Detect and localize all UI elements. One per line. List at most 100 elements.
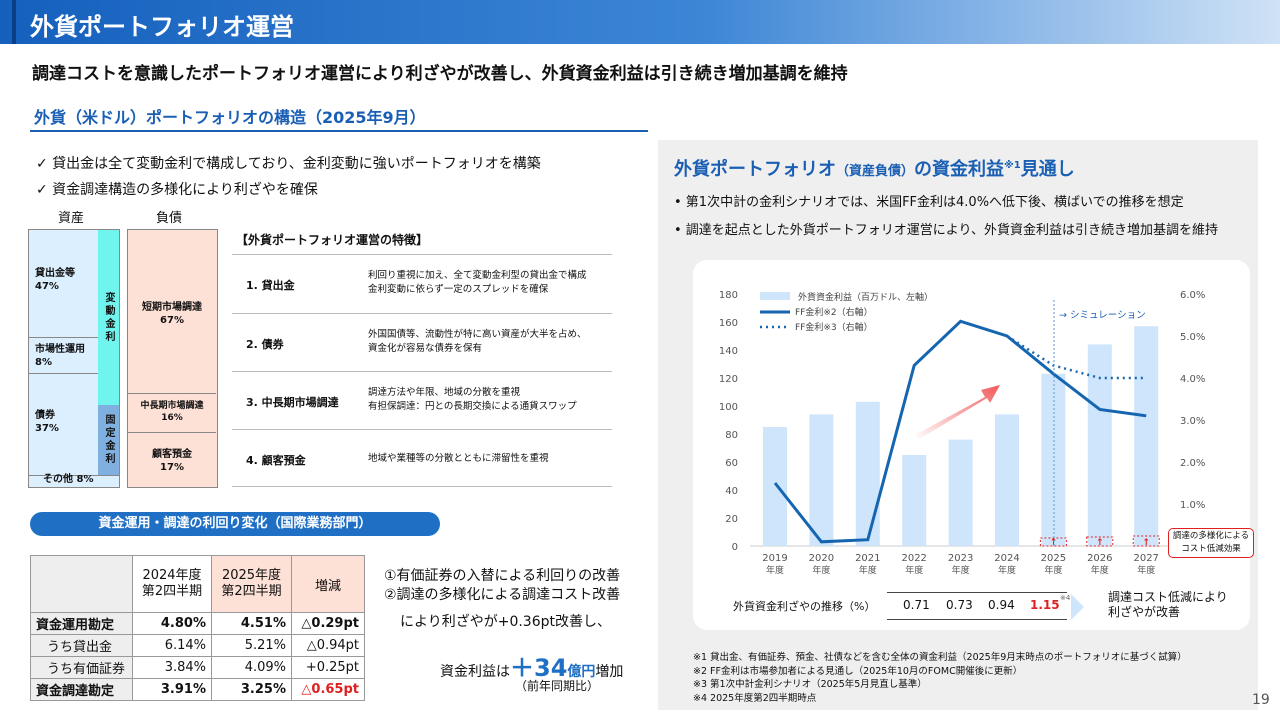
x-tick-label: 2021 — [855, 553, 880, 564]
assets-label: 資産 — [58, 211, 85, 226]
up-arrow-icon: ↑ — [1142, 538, 1150, 548]
bar — [855, 401, 880, 546]
feature-row: 1. 貸出金 利回り重視に加え、全て変動金利型の貸出金で構成 金利変動に依らず一定… — [232, 254, 612, 313]
margin-value: 0.71 — [903, 598, 930, 612]
x-tick-label: 年度 — [952, 564, 970, 576]
liabilities-label: 負債 — [156, 211, 183, 226]
asset-other: その他 8% — [43, 474, 94, 485]
x-tick-label: 年度 — [766, 564, 784, 576]
x-tick-label: 2027 — [1133, 553, 1158, 564]
margin-label: 外貨資金利ざやの推移（%） — [733, 600, 876, 613]
yield-table: 2024年度 第2四半期 2025年度 第2四半期 増減 資金運用勘定 4.80%… — [30, 555, 365, 701]
bar — [1087, 344, 1112, 546]
bar — [763, 427, 787, 546]
subtitle: 調達コストを意識したポートフォリオ運営により利ざやが改善し、外貨資金利益は引き続… — [32, 64, 848, 84]
y2-tick-label: 5.0% — [1180, 332, 1205, 343]
legend-bar-swatch — [760, 292, 790, 300]
liabilities-box: 短期市場調達 67% 中長期市場調達 16% 顧客預金 17% — [127, 229, 218, 488]
y-tick-label: 160 — [719, 318, 738, 329]
outlook-title: 外貨ポートフォリオ（資産負債）の資金利益※1見通し — [674, 159, 1075, 180]
x-tick-label: 年度 — [812, 564, 830, 576]
header-stripe — [12, 0, 16, 44]
check-item: ✓ 資金調達構造の多様化により利ざやを確保 — [36, 182, 318, 198]
x-tick-label: 2023 — [948, 553, 973, 564]
x-tick-label: 2019 — [762, 553, 787, 564]
margin-value: 0.94 — [988, 598, 1015, 612]
y-tick-label: 60 — [725, 458, 738, 469]
liability-short: 短期市場調達 67% — [142, 302, 202, 326]
x-tick-label: 2020 — [809, 553, 834, 564]
features-title: 【外貨ポートフォリオ運営の特徴】 — [236, 233, 429, 247]
cost-reduction-box — [1039, 537, 1067, 547]
y-tick-label: 20 — [725, 514, 738, 525]
y-tick-label: 140 — [719, 346, 738, 357]
trend-arrow-icon — [915, 385, 1000, 440]
yield-note-2: ②調達の多様化による調達コスト改善 — [384, 587, 621, 603]
margin-note: ※4 — [1060, 594, 1071, 602]
ff-rate-scenario-line — [1006, 334, 1147, 380]
profit-increase-sub: （前年同期比） — [515, 679, 600, 693]
y-tick-label: 0 — [732, 542, 738, 553]
margin-value-highlight: 1.15 — [1030, 598, 1060, 612]
up-arrow-icon: ↑ — [1096, 538, 1104, 548]
ff-rate-line — [773, 319, 1147, 544]
legend-label: FF金利※2（右軸） — [795, 306, 873, 318]
asset-bonds: 債券 37% — [35, 410, 59, 434]
check-item: ✓ 貸出金は全て変動金利で構成しており、金利変動に強いポートフォリオを構築 — [36, 156, 541, 172]
footnotes: ※1 貸出金、有価証券、預金、社債などを含む全体の資金利益（2025年9月末時点… — [693, 652, 1187, 704]
header-bar: 外貨ポートフォリオ運営 — [0, 0, 1280, 44]
page-title: 外貨ポートフォリオ運営 — [30, 13, 294, 41]
section-title: 外貨（米ドル）ポートフォリオの構造（2025年9月） — [34, 108, 426, 127]
assets-box: 貸出金等 47% 市場性運用 8% 債券 37% その他 8% 変動金利 固定金利 — [28, 229, 120, 488]
bar — [948, 439, 973, 546]
up-arrow-icon: ↑ — [1050, 538, 1058, 548]
x-tick-label: 年度 — [859, 564, 877, 576]
section-divider — [30, 130, 648, 132]
y2-tick-label: 3.0% — [1180, 416, 1205, 427]
x-tick-label: 2025 — [1041, 553, 1066, 564]
legend-label: 外貨資金利益（百万ドル、左軸） — [798, 291, 933, 303]
x-tick-label: 年度 — [905, 564, 923, 576]
outlook-bullet: • 第1次中計の金利シナリオでは、米国FF金利は4.0%へ低下後、横ばいでの推移… — [674, 195, 1184, 210]
y-tick-label: 40 — [725, 486, 738, 497]
x-tick-label: 2022 — [901, 553, 926, 564]
y2-tick-label: 6.0% — [1180, 290, 1205, 301]
yield-note-1: ①有価証券の入替による利回りの改善 — [384, 568, 621, 584]
feature-row: 4. 顧客預金 地域や業種等の分散とともに滞留性を重視 — [232, 429, 612, 487]
asset-loans: 貸出金等 47% — [35, 268, 75, 292]
table-row: うち有価証券 3.84% 4.09% +0.25pt — [30, 656, 365, 679]
arrow-right-icon — [1071, 594, 1084, 620]
yield-pill-header: 資金運用・調達の利回り変化（国際業務部門） — [30, 512, 440, 536]
x-tick-label: 年度 — [998, 564, 1016, 576]
y-tick-label: 100 — [719, 402, 738, 413]
feature-row: 2. 債券 外国国債等、流動性が特に高い資産が大半を占め、 資金化が容易な債券を保… — [232, 313, 612, 371]
x-tick-label: 2026 — [1087, 553, 1112, 564]
cost-reduction-box — [1086, 536, 1114, 547]
y-tick-label: 180 — [719, 290, 738, 301]
page-number: 19 — [1252, 692, 1270, 708]
table-row: 資金調達勘定 3.91% 3.25% △0.65pt — [30, 678, 365, 701]
liability-deposits: 顧客預金 17% — [152, 449, 192, 473]
x-tick-label: 年度 — [1044, 564, 1062, 576]
margin-result: 調達コスト低減により 利ざやが改善 — [1108, 590, 1228, 619]
bar — [902, 455, 927, 546]
variable-rate-band: 変動金利 — [98, 230, 119, 405]
legend-label: FF金利※3（右軸） — [795, 321, 873, 333]
outlook-bullet: • 調達を起点とした外貨ポートフォリオ運営により、外貨資金利益は引き続き増加基調… — [674, 223, 1219, 238]
margin-value: 0.73 — [946, 598, 973, 612]
x-tick-label: 年度 — [1091, 564, 1109, 576]
cost-reduction-box — [1132, 535, 1160, 547]
y2-tick-label: 2.0% — [1180, 458, 1205, 469]
fixed-rate-band: 固定金利 — [98, 405, 119, 475]
bar — [995, 414, 1019, 546]
feature-row: 3. 中長期市場調達 調達方法や年限、地域の分散を重視 有担保調達：円との長期交換… — [232, 371, 612, 429]
bar — [1041, 373, 1066, 546]
table-row: 資金運用勘定 4.80% 4.51% △0.29pt — [30, 612, 365, 635]
asset-market: 市場性運用 8% — [35, 344, 85, 368]
profit-increase: 資金利益は＋34億円増加 — [440, 654, 624, 682]
margin-table — [887, 592, 1067, 620]
x-tick-label: 2024 — [994, 553, 1019, 564]
simulation-label: → シミュレーション — [1059, 310, 1146, 321]
bar — [1134, 326, 1159, 546]
